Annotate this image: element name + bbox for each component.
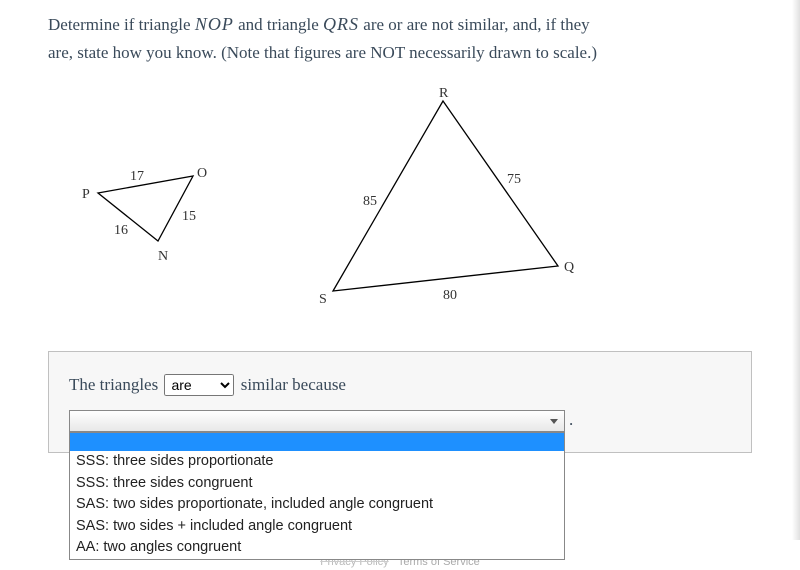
reason-option[interactable]: SSS: three sides proportionate <box>70 451 564 473</box>
reason-dropdown-list[interactable]: SSS: three sides proportionateSSS: three… <box>69 432 565 560</box>
reason-option[interactable]: SAS: two sides proportionate, included a… <box>70 494 564 516</box>
q-suffix1: are or are not similar, and, if they <box>359 15 590 34</box>
triangle-qrs: R Q S 85 75 80 <box>303 86 593 321</box>
reason-option[interactable]: SSS: three sides congruent <box>70 473 564 495</box>
q-middle: and triangle <box>234 15 323 34</box>
vertex-r: R <box>439 86 448 102</box>
vertex-p: P <box>82 187 90 203</box>
side-on: 15 <box>182 209 196 225</box>
answer-box: The triangles areare not similar because… <box>48 351 752 453</box>
shadow-right <box>792 0 800 540</box>
triangle-nop-poly <box>98 176 193 241</box>
reason-option[interactable]: AA: two angles congruent <box>70 537 564 559</box>
question-content: Determine if triangle NOP and triangle Q… <box>0 0 800 453</box>
side-rs: 85 <box>363 194 377 210</box>
reason-dropdown-wrap: . SSS: three sides proportionateSSS: thr… <box>69 410 731 432</box>
reason-select[interactable] <box>69 410 565 432</box>
triangle-nop: P O N 17 15 16 <box>78 161 218 276</box>
triangle-qrs-svg <box>303 86 593 316</box>
side-sq: 80 <box>443 288 457 304</box>
vertex-s: S <box>319 292 327 308</box>
vertex-n: N <box>158 249 168 265</box>
side-pn: 16 <box>114 223 128 239</box>
q-prefix: Determine if triangle <box>48 15 195 34</box>
side-po: 17 <box>130 169 144 185</box>
sentence-prefix: The triangles <box>69 375 162 394</box>
q-tri1: NOP <box>195 14 234 34</box>
reason-option[interactable] <box>70 433 564 451</box>
vertex-o: O <box>197 166 207 182</box>
are-arenot-select[interactable]: areare not <box>164 374 234 396</box>
answer-sentence: The triangles areare not similar because <box>69 374 731 396</box>
q-suffix2: are, state how you know. (Note that figu… <box>48 43 597 62</box>
vertex-q: Q <box>564 260 574 276</box>
reason-option[interactable]: SAS: two sides + included angle congruen… <box>70 516 564 538</box>
side-rq: 75 <box>507 172 521 188</box>
q-tri2: QRS <box>323 14 359 34</box>
period: . <box>569 410 573 430</box>
figure-area: P O N 17 15 16 R Q S 85 75 80 <box>48 86 752 336</box>
sentence-suffix: similar because <box>236 375 346 394</box>
question-text: Determine if triangle NOP and triangle Q… <box>48 10 752 66</box>
